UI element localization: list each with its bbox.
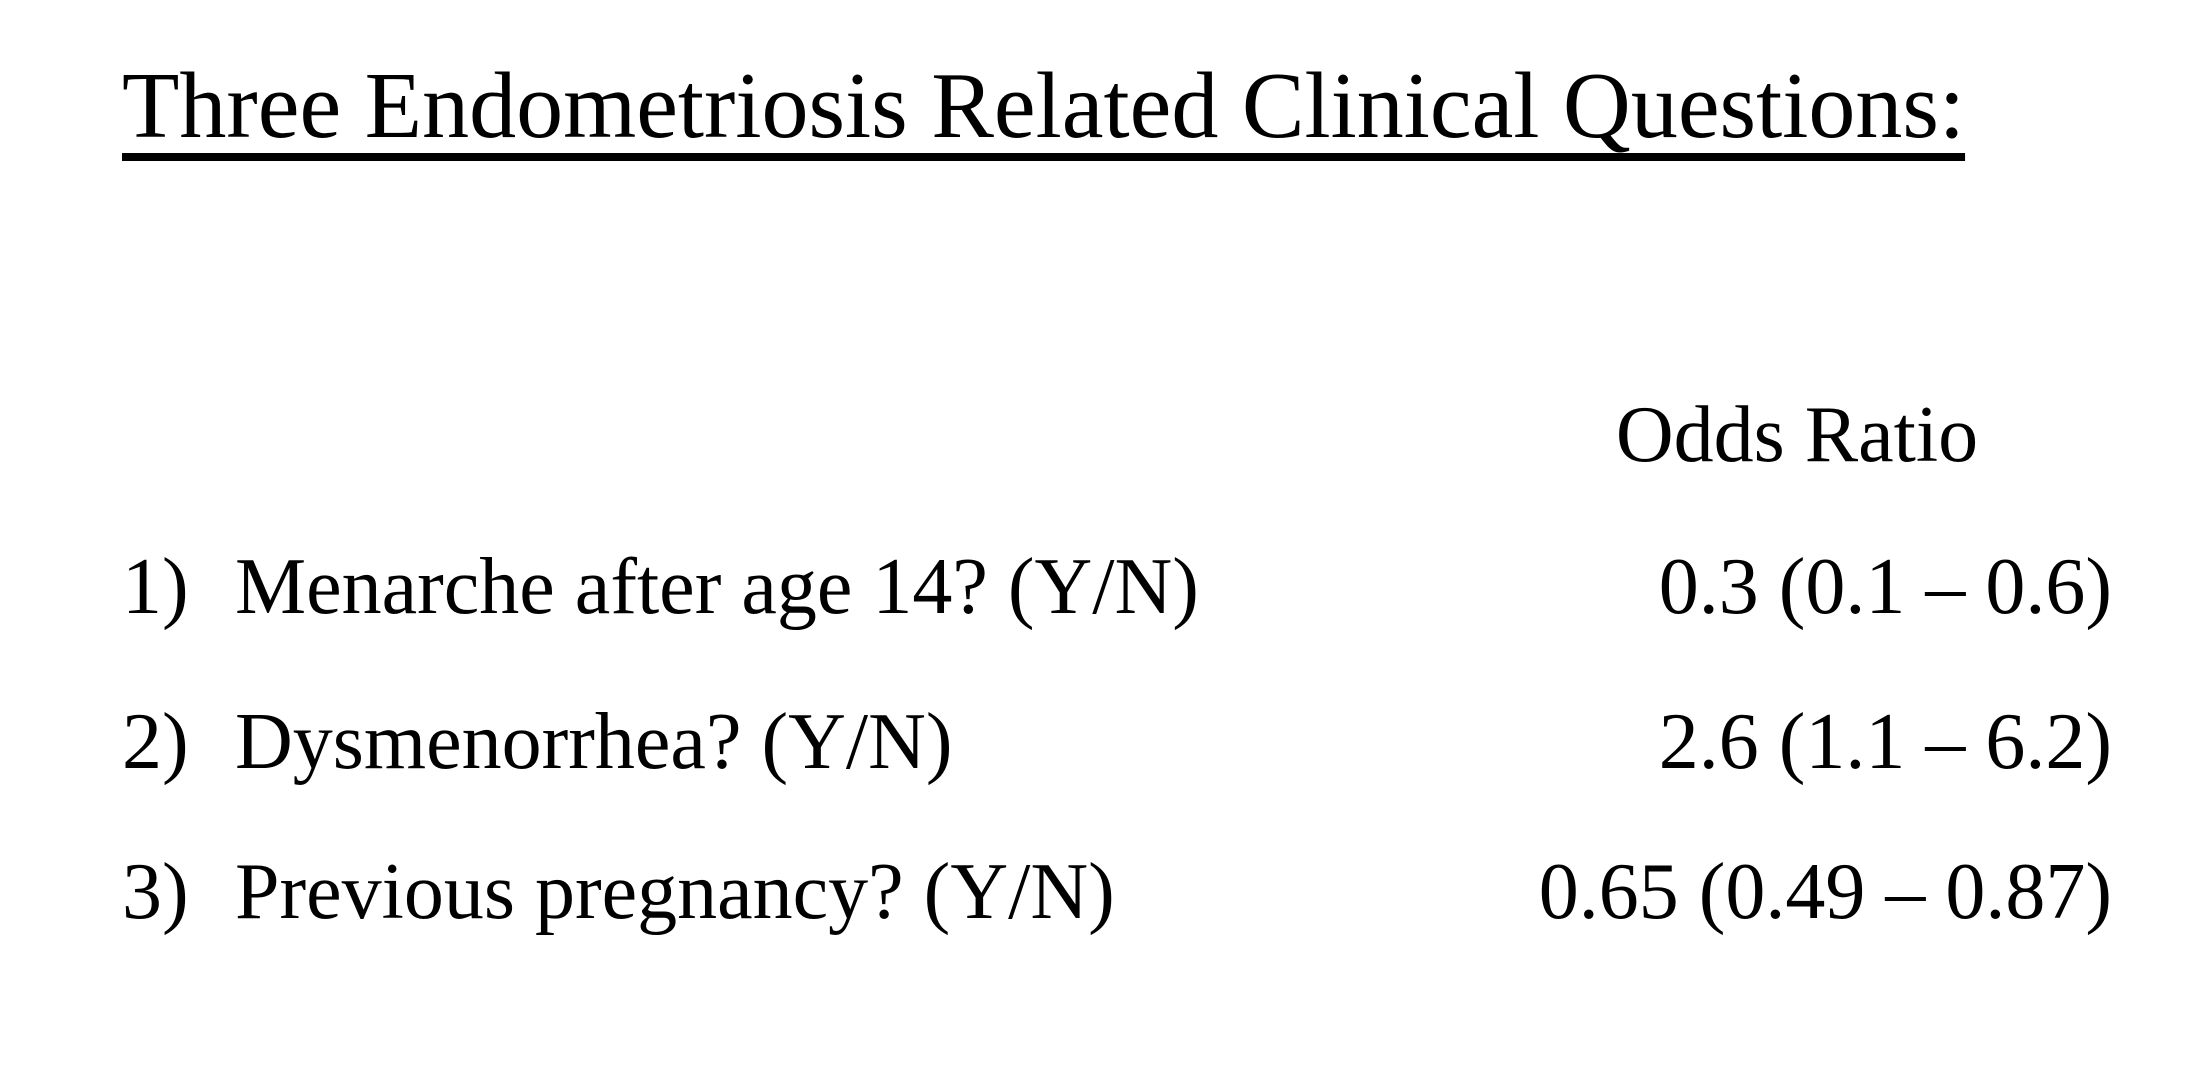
odds-ratio-column-header: Odds Ratio — [1615, 391, 1979, 480]
table-row: 3) Previous pregnancy? (Y/N) 0.65 (0.49 –… — [122, 852, 2112, 932]
odds-ratio-value: 0.3 (0.1 – 0.6) — [1658, 543, 2112, 632]
question-number: 1) — [122, 543, 189, 632]
question-text: Dysmenorrhea? (Y/N) — [235, 698, 953, 787]
question-number: 3) — [122, 848, 189, 937]
odds-ratio-value: 0.65 (0.49 – 0.87) — [1538, 848, 2112, 937]
question-cell: 3) Previous pregnancy? (Y/N) — [122, 852, 1115, 932]
table-row: 2) Dysmenorrhea? (Y/N) 2.6 (1.1 – 6.2) — [122, 702, 2112, 782]
slide-title: Three Endometriosis Related Clinical Que… — [122, 54, 1966, 158]
odds-ratio-table: Odds Ratio 1) Menarche after age 14? (Y/N… — [122, 395, 2112, 932]
odds-ratio-value: 2.6 (1.1 – 6.2) — [1658, 698, 2112, 787]
question-text: Menarche after age 14? (Y/N) — [235, 543, 1199, 632]
question-cell: 1) Menarche after age 14? (Y/N) — [122, 547, 1199, 627]
question-text: Previous pregnancy? (Y/N) — [235, 848, 1115, 937]
question-number: 2) — [122, 698, 189, 787]
question-cell: 2) Dysmenorrhea? (Y/N) — [122, 702, 953, 782]
table-row: 1) Menarche after age 14? (Y/N) 0.3 (0.1 … — [122, 547, 2112, 627]
table-header-row: Odds Ratio — [122, 395, 2112, 475]
